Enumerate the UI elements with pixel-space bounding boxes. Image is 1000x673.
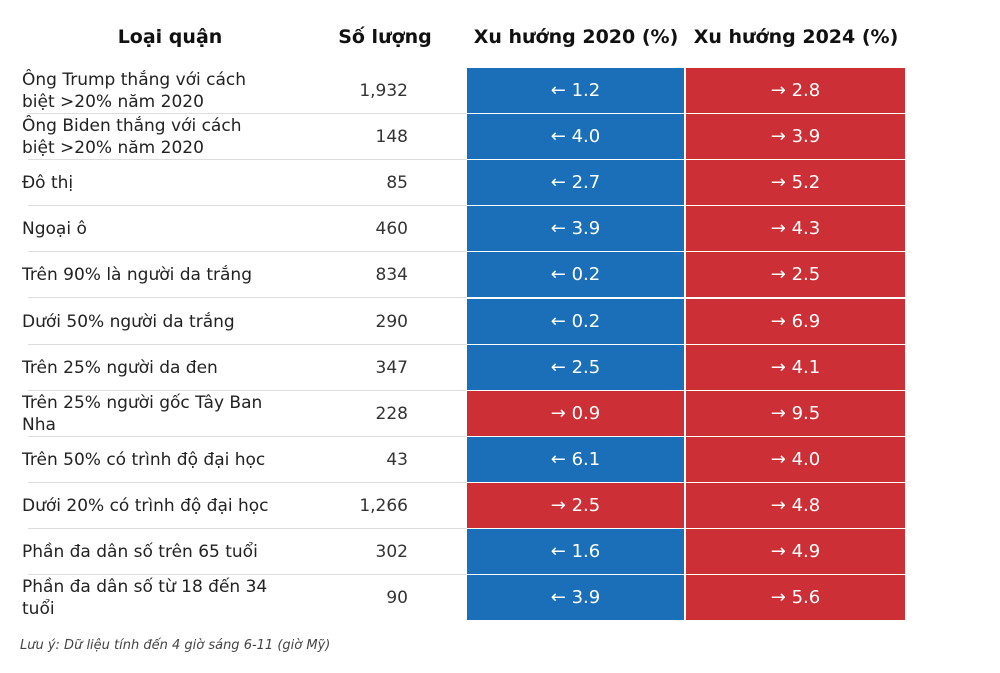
count: 347 <box>375 357 408 378</box>
count: 302 <box>375 542 408 562</box>
trend-cell: → 4.9 <box>686 529 905 575</box>
row-divider <box>28 205 466 207</box>
row-label: Dưới 50% người da trắng <box>22 311 235 332</box>
table-row: Phần đa dân số từ 18 đến 34 tuổi 90 ← 3.9 →… <box>0 575 1000 622</box>
row-label: Trên 90% là người da trắng <box>22 265 252 286</box>
count: 290 <box>375 311 408 332</box>
row-divider <box>28 251 466 253</box>
count: 85 <box>386 173 408 194</box>
row-divider <box>28 481 466 483</box>
trend-cell: → 4.3 <box>686 206 905 253</box>
table-row: Ông Biden thắng với cách biệt >20% năm 2… <box>0 114 1000 161</box>
column-header: Xu hướng 2020 (%) <box>473 26 679 48</box>
table-row: Dưới 20% có trình độ đại học 1,266 → 2.5 → … <box>0 482 1000 529</box>
table-row: Trên 90% là người da trắng 834 ← 0.2 → 2.5 <box>0 252 1000 299</box>
row-divider <box>28 343 466 345</box>
table-row: Trên 25% người gốc Tây Ban Nha 228 → 0.9 → … <box>0 390 1000 437</box>
row-divider <box>28 574 466 575</box>
count: 1,266 <box>359 495 408 516</box>
trend-cell: ← 2.7 <box>467 160 684 207</box>
row-label: Trên 50% có trình độ đại học <box>22 449 266 470</box>
trend-cell: → 0.9 <box>467 390 684 437</box>
count: 43 <box>386 449 408 470</box>
row-label: Ngoại ô <box>22 219 87 240</box>
row-label: Ông Trump thắng với cách biệt >20% năm 2… <box>22 70 247 112</box>
table-row: Ông Trump thắng với cách biệt >20% năm 2… <box>0 68 1000 114</box>
table-row: Trên 25% người da đen 347 ← 2.5 → 4.1 <box>0 344 1000 391</box>
trend-cell: → 2.5 <box>467 482 684 529</box>
trend-cell: ← 3.9 <box>467 575 684 622</box>
row-label: Dưới 20% có trình độ đại học <box>22 495 269 516</box>
row-divider <box>28 159 466 161</box>
trend-cell: → 9.5 <box>686 390 905 437</box>
trend-cell: → 2.5 <box>686 252 905 299</box>
trend-cell: ← 1.6 <box>467 529 684 575</box>
trend-cell: → 5.2 <box>686 160 905 207</box>
row-label: Ông Biden thắng với cách biệt >20% năm 2… <box>22 116 242 159</box>
row-divider <box>28 297 466 299</box>
row-divider <box>28 113 466 114</box>
trend-cell: ← 2.5 <box>467 344 684 391</box>
trend-cell: → 4.0 <box>686 436 905 483</box>
column-header: Loại quận <box>117 26 223 48</box>
row-label: Trên 25% người da đen <box>22 357 218 378</box>
count: 148 <box>375 127 408 148</box>
trend-cell: → 4.1 <box>686 344 905 391</box>
trend-cell: ← 6.1 <box>467 436 684 483</box>
count: 1,932 <box>359 81 408 101</box>
row-divider <box>28 435 466 437</box>
trend-cell: → 5.6 <box>686 575 905 622</box>
count: 460 <box>375 219 408 240</box>
trend-cell: → 6.9 <box>686 298 905 345</box>
trend-cell: ← 1.2 <box>467 68 684 114</box>
table-row: Phần đa dân số trên 65 tuổi 302 ← 1.6 → 4.9 <box>0 529 1000 575</box>
count: 228 <box>375 403 408 424</box>
trend-cell: ← 0.2 <box>467 252 684 299</box>
count: 834 <box>375 265 408 286</box>
row-label: Trên 25% người gốc Tây Ban Nha <box>22 392 263 435</box>
table-row: Trên 50% có trình độ đại học 43 ← 6.1 → 4.0 <box>0 436 1000 483</box>
table-row: Ngoại ô 460 ← 3.9 → 4.3 <box>0 206 1000 253</box>
row-divider <box>28 389 466 391</box>
trend-cell: → 4.8 <box>686 482 905 529</box>
trend-cell: ← 4.0 <box>467 114 684 161</box>
table-row: Đô thị 85 ← 2.7 → 5.2 <box>0 160 1000 207</box>
trend-cell: → 2.8 <box>686 68 905 114</box>
row-divider <box>28 527 466 529</box>
trend-cell: → 3.9 <box>686 114 905 161</box>
table-row: Dưới 50% người da trắng 290 ← 0.2 → 6.9 <box>0 298 1000 345</box>
trend-cell: ← 0.2 <box>467 298 684 345</box>
row-label: Đô thị <box>22 173 74 194</box>
row-label: Phần đa dân số trên 65 tuổi <box>22 542 258 562</box>
column-header: Số lượng <box>338 26 432 48</box>
note: Lưu ý: Dữ liệu tính đến 4 giờ sáng 6-11 … <box>20 638 331 653</box>
row-label: Phần đa dân số từ 18 đến 34 tuổi <box>22 577 268 620</box>
trend-cell: ← 3.9 <box>467 206 684 253</box>
count: 90 <box>386 588 408 609</box>
column-header: Xu hướng 2024 (%) <box>693 26 899 48</box>
